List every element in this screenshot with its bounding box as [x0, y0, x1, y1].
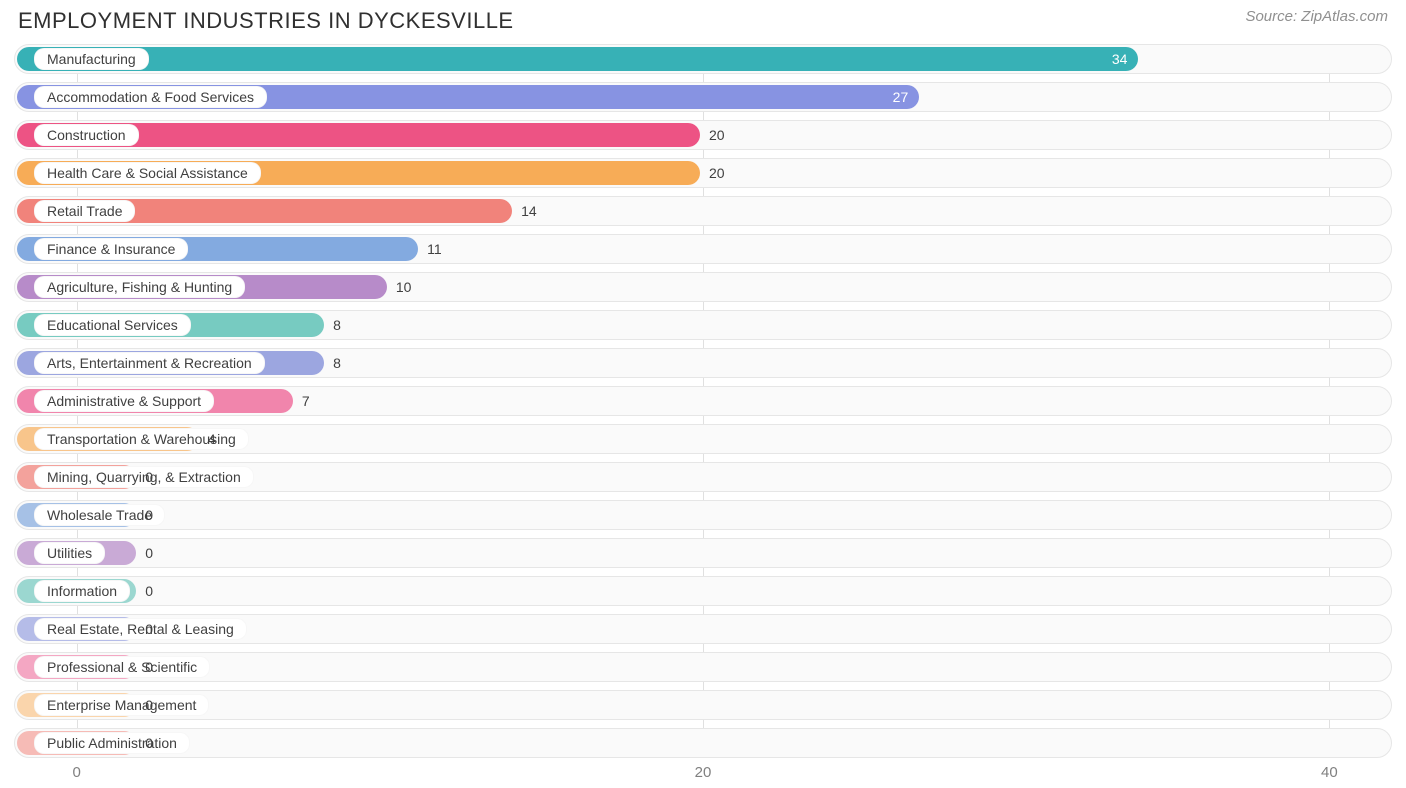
bar-label: Agriculture, Fishing & Hunting: [34, 276, 245, 298]
bar-row: Agriculture, Fishing & Hunting 10: [14, 272, 1392, 302]
bar-row: Transportation & Warehousing4: [14, 424, 1392, 454]
chart-title: EMPLOYMENT INDUSTRIES IN DYCKESVILLE: [18, 8, 514, 34]
bar-row: Finance & Insurance 11: [14, 234, 1392, 264]
bar-track: [14, 728, 1392, 758]
bar-value: 0: [145, 621, 153, 637]
bar-row: Retail Trade 14: [14, 196, 1392, 226]
bar-row: Administrative & Support 7: [14, 386, 1392, 416]
bar-value: 0: [145, 659, 153, 675]
bar-label: Construction: [34, 124, 139, 146]
bar-value: 7: [302, 393, 310, 409]
bar-value: 20: [709, 165, 725, 181]
bar-fill: [17, 47, 1138, 71]
bar-track: [14, 576, 1392, 606]
bar-row: Manufacturing 34: [14, 44, 1392, 74]
bar-label: Transportation & Warehousing: [34, 428, 249, 450]
bar-value: 20: [709, 127, 725, 143]
bar-label: Enterprise Management: [34, 694, 209, 716]
bar-value: 0: [145, 583, 153, 599]
bar-row: Accommodation & Food Services 27: [14, 82, 1392, 112]
bar-label: Manufacturing: [34, 48, 149, 70]
bar-value: 0: [145, 735, 153, 751]
bars-container: Manufacturing 34 Accommodation & Food Serv…: [14, 44, 1392, 758]
bar-value: 8: [333, 355, 341, 371]
bar-track: [14, 690, 1392, 720]
bar-row: Wholesale Trade0: [14, 500, 1392, 530]
bar-label: Finance & Insurance: [34, 238, 188, 260]
x-axis: 0 20 40: [14, 760, 1392, 788]
bar-value: 0: [145, 545, 153, 561]
bar-value: 27: [893, 89, 909, 105]
bar-value: 10: [396, 279, 412, 295]
x-tick: 20: [695, 764, 712, 781]
bar-label: Utilities: [34, 542, 105, 564]
bar-row: Professional & Scientific0: [14, 652, 1392, 682]
bar-row: Utilities 0: [14, 538, 1392, 568]
chart-header: EMPLOYMENT INDUSTRIES IN DYCKESVILLE Sou…: [0, 0, 1406, 40]
bar-value: 4: [208, 431, 216, 447]
bar-label: Retail Trade: [34, 200, 135, 222]
bar-row: Information 0: [14, 576, 1392, 606]
bar-row: Enterprise Management0: [14, 690, 1392, 720]
bar-label: Public Administration: [34, 732, 190, 754]
bar-value: 34: [1112, 51, 1128, 67]
bar-track: [14, 652, 1392, 682]
bar-value: 0: [145, 469, 153, 485]
chart-source: Source: ZipAtlas.com: [1245, 8, 1388, 25]
bar-label: Real Estate, Rental & Leasing: [34, 618, 247, 640]
bar-track: [14, 500, 1392, 530]
bar-row: Health Care & Social Assistance 20: [14, 158, 1392, 188]
bar-label: Mining, Quarrying, & Extraction: [34, 466, 254, 488]
bar-label: Administrative & Support: [34, 390, 214, 412]
bar-row: Real Estate, Rental & Leasing0: [14, 614, 1392, 644]
bar-value: 14: [521, 203, 537, 219]
bar-value: 11: [427, 241, 442, 257]
bar-label: Health Care & Social Assistance: [34, 162, 261, 184]
bar-label: Information: [34, 580, 130, 602]
x-tick: 0: [72, 764, 80, 781]
bar-row: Educational Services 8: [14, 310, 1392, 340]
bar-value: 8: [333, 317, 341, 333]
bar-row: Mining, Quarrying, & Extraction0: [14, 462, 1392, 492]
bar-label: Arts, Entertainment & Recreation: [34, 352, 265, 374]
x-tick: 40: [1321, 764, 1338, 781]
bar-row: Arts, Entertainment & Recreation 8: [14, 348, 1392, 378]
bar-value: 0: [145, 507, 153, 523]
bar-label: Professional & Scientific: [34, 656, 210, 678]
chart-area: Manufacturing 34 Accommodation & Food Serv…: [14, 44, 1392, 788]
bar-row: Construction 20: [14, 120, 1392, 150]
bar-value: 0: [145, 697, 153, 713]
bar-track: [14, 538, 1392, 568]
bar-row: Public Administration0: [14, 728, 1392, 758]
bar-label: Accommodation & Food Services: [34, 86, 267, 108]
bar-label: Educational Services: [34, 314, 191, 336]
